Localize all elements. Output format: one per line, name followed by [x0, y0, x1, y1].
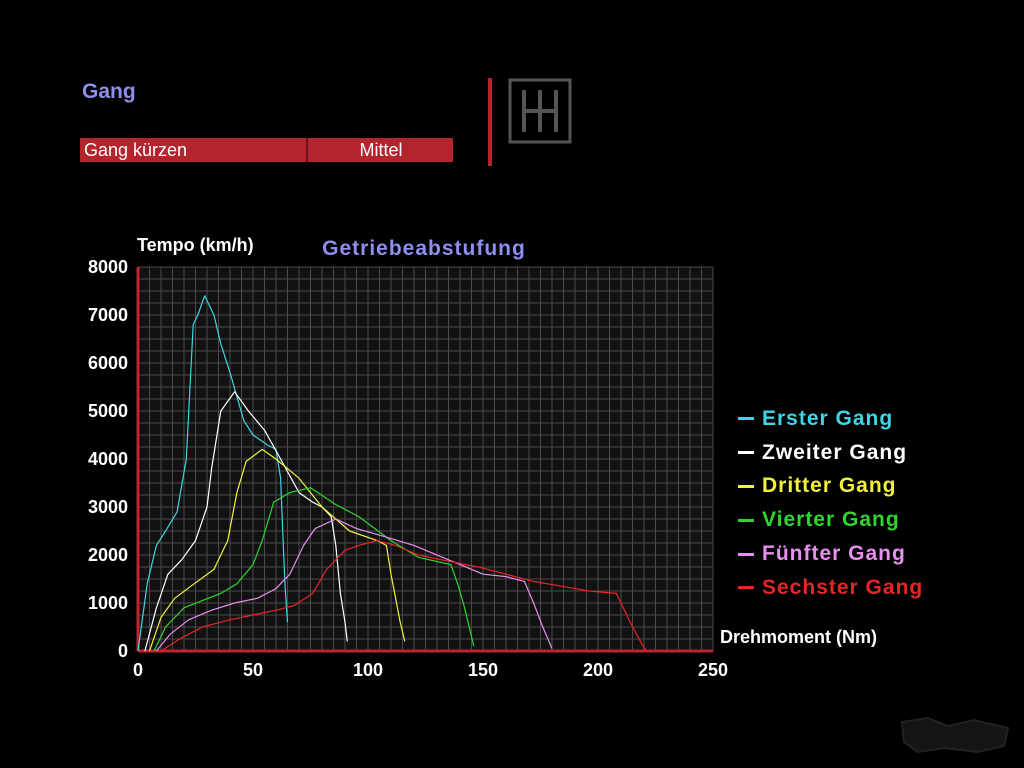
legend-item: Erster Gang	[738, 402, 923, 436]
x-tick-label: 150	[468, 660, 498, 680]
legend-swatch	[738, 417, 754, 421]
x-tick-label: 50	[243, 660, 263, 680]
setting-value[interactable]: Mittel	[359, 140, 403, 160]
legend-swatch	[738, 484, 754, 488]
chart-grid	[137, 266, 714, 652]
y-tick-label: 6000	[88, 353, 128, 373]
chart-title: Getriebeabstufung	[322, 237, 526, 260]
x-tick-label: 250	[698, 660, 728, 680]
series-line	[148, 448, 406, 652]
x-tick-label: 100	[353, 660, 383, 680]
y-tick-label: 4000	[88, 449, 128, 469]
chart-axes	[136, 267, 713, 653]
legend-label: Fünfter Gang	[762, 542, 906, 566]
series-line	[137, 295, 289, 652]
section-title: Gang	[82, 80, 136, 103]
y-tick-label: 7000	[88, 305, 128, 325]
legend-swatch	[738, 552, 754, 556]
y-tick-label: 5000	[88, 401, 128, 421]
legend-swatch	[738, 586, 754, 590]
legend-label: Vierter Gang	[762, 508, 900, 532]
legend-label: Zweiter Gang	[762, 440, 908, 464]
series-line	[160, 539, 647, 652]
x-tick-label: 0	[133, 660, 143, 680]
legend-item: Fünfter Gang	[738, 537, 923, 571]
y-tick-label: 8000	[88, 257, 128, 277]
legend-item: Sechster Gang	[738, 571, 923, 605]
x-axis-label: Drehmoment (Nm)	[720, 627, 877, 647]
legend-swatch	[738, 518, 754, 522]
chart-series	[137, 295, 647, 652]
x-tick-label: 200	[583, 660, 613, 680]
legend-label: Dritter Gang	[762, 474, 897, 498]
legend-item: Dritter Gang	[738, 470, 923, 504]
h-pattern-gear-icon	[508, 78, 572, 144]
brand-watermark-icon	[898, 712, 1016, 756]
y-tick-label: 0	[118, 641, 128, 661]
gear-ratio-setting[interactable]: Gang kürzen Mittel	[80, 138, 453, 162]
divider	[488, 78, 492, 166]
legend-label: Erster Gang	[762, 406, 894, 430]
y-tick-label: 3000	[88, 497, 128, 517]
series-line	[153, 487, 475, 652]
chart-ticks: 0 50 100 150 200 250 0 1000 2000 3000 4000 5000 6000…	[88, 257, 728, 680]
chart-legend: Erster Gang Zweiter Gang Dritter Gang Viert…	[738, 402, 923, 605]
setting-label: Gang kürzen	[80, 138, 308, 162]
legend-swatch	[738, 451, 754, 455]
legend-label: Sechster Gang	[762, 575, 924, 599]
series-line	[144, 391, 348, 652]
y-tick-label: 2000	[88, 545, 128, 565]
y-axis-label: Tempo (km/h)	[137, 235, 254, 255]
y-tick-label: 1000	[88, 593, 128, 613]
legend-item: Zweiter Gang	[738, 436, 923, 470]
series-line	[155, 518, 553, 652]
legend-item: Vierter Gang	[738, 503, 923, 537]
